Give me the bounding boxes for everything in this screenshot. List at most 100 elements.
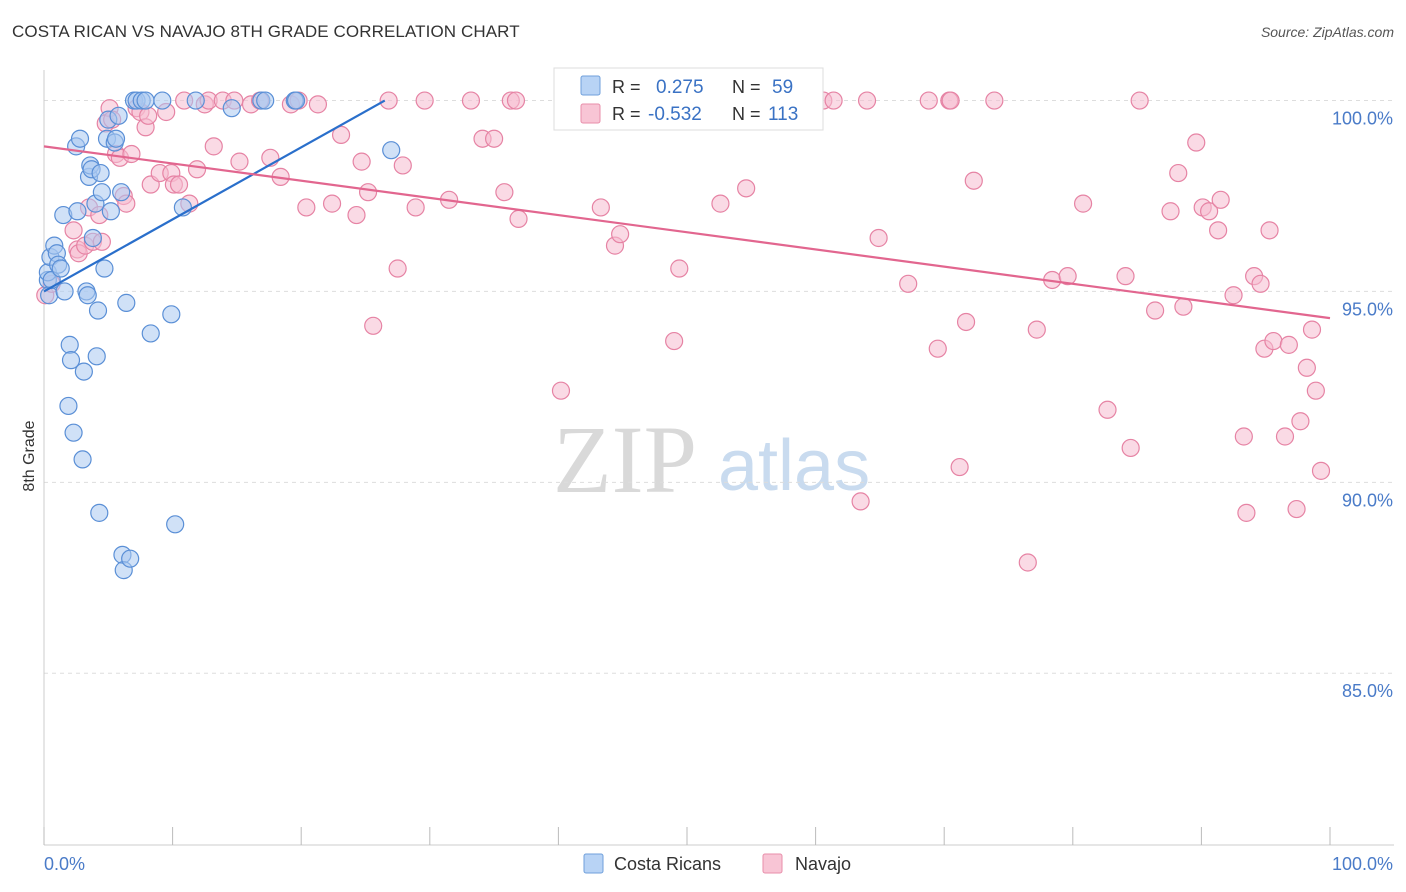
point-navajo-50: [364, 316, 383, 335]
legend-n-label-costa-ricans: N =: [732, 77, 761, 97]
point-navajo-80: [919, 91, 938, 110]
point-navajo-104: [1209, 221, 1228, 240]
y-tick-label-100: 100.0%: [1332, 109, 1393, 129]
point-navajo-107: [1234, 427, 1253, 446]
point-costa-ricans-58: [382, 141, 401, 160]
point-costa-ricans-13: [64, 423, 83, 442]
point-costa-ricans-57: [286, 91, 306, 110]
point-navajo-69: [665, 331, 684, 351]
point-costa-ricans-55: [256, 91, 275, 110]
point-navajo-67: [611, 225, 630, 244]
y-tick-label-85: 85.0%: [1342, 681, 1393, 701]
point-navajo-46: [331, 125, 351, 145]
point-costa-ricans-16: [70, 129, 90, 148]
point-navajo-93: [1098, 400, 1117, 419]
point-navajo-54: [406, 198, 425, 217]
point-navajo-57: [461, 91, 481, 110]
point-navajo-114: [1275, 427, 1295, 446]
point-navajo-65: [591, 198, 610, 217]
point-navajo-21: [139, 106, 158, 125]
bottom-legend-swatch-costa-ricans: [583, 853, 604, 874]
point-navajo-27: [169, 175, 189, 194]
bottom-legend-swatch-navajo: [762, 853, 783, 874]
point-costa-ricans-47: [141, 324, 160, 343]
bottom-legend-label-costa-ricans: Costa Ricans: [614, 854, 721, 874]
point-navajo-87: [985, 91, 1004, 110]
y-tick-label-90: 90.0%: [1342, 490, 1393, 510]
watermark: ZIP atlas: [553, 406, 870, 513]
legend-r-value-navajo: -0.532: [648, 104, 702, 125]
x-ticks: [43, 827, 1331, 845]
x-tick-label-max: 100.0%: [1332, 854, 1393, 874]
point-costa-ricans-30: [92, 183, 111, 202]
point-navajo-30: [187, 160, 207, 179]
point-costa-ricans-42: [121, 549, 140, 568]
point-navajo-51: [379, 91, 398, 110]
point-costa-ricans-29: [91, 163, 110, 183]
x-tick-label-min: 0.0%: [44, 854, 85, 874]
point-navajo-48: [352, 152, 371, 171]
point-costa-ricans-49: [162, 305, 181, 324]
point-costa-ricans-50: [166, 515, 185, 534]
point-costa-ricans-15: [68, 202, 87, 221]
point-costa-ricans-12: [61, 351, 81, 370]
point-navajo-45: [322, 194, 342, 213]
legend-n-value-costa-ricans: 59: [772, 77, 793, 98]
point-navajo-75: [824, 91, 843, 110]
legend-box: R = 0.275 N = 59 R = -0.532 N = 113: [553, 67, 824, 131]
points-layer: [36, 91, 1331, 580]
point-navajo-120: [1306, 381, 1325, 400]
point-navajo-89: [1027, 320, 1046, 339]
point-costa-ricans-52: [186, 91, 205, 110]
point-navajo-2: [64, 221, 83, 240]
point-navajo-97: [1146, 301, 1165, 320]
trend-layer: [43, 99, 1331, 320]
trend-line-costa-ricans: [43, 99, 386, 293]
point-costa-ricans-31: [95, 259, 114, 278]
legend-r-label-navajo: R =: [612, 104, 641, 124]
point-navajo-99: [1169, 163, 1188, 183]
point-navajo-92: [1073, 194, 1093, 213]
point-navajo-103: [1200, 202, 1219, 221]
point-navajo-100: [1174, 297, 1193, 316]
point-navajo-78: [869, 228, 888, 248]
legend-r-label-costa-ricans: R =: [612, 77, 641, 97]
point-navajo-77: [857, 91, 877, 110]
point-navajo-73: [737, 179, 756, 198]
y-axis-title: 8th Grade: [21, 420, 38, 491]
point-costa-ricans-53: [222, 99, 241, 118]
point-costa-ricans-17: [73, 450, 92, 469]
point-costa-ricans-11: [60, 335, 79, 354]
point-costa-ricans-28: [90, 503, 109, 522]
point-navajo-81: [928, 339, 947, 358]
point-navajo-119: [1302, 320, 1322, 339]
point-navajo-53: [393, 156, 412, 175]
watermark-atlas: atlas: [718, 426, 870, 506]
point-navajo-96: [1130, 91, 1149, 110]
point-navajo-106: [1224, 286, 1243, 305]
point-costa-ricans-27: [88, 301, 108, 320]
point-navajo-88: [1018, 553, 1037, 572]
chart-title: COSTA RICAN VS NAVAJO 8TH GRADE CORRELAT…: [12, 22, 520, 41]
point-costa-ricans-59: [59, 396, 78, 416]
point-navajo-59: [485, 129, 504, 148]
point-navajo-62: [506, 91, 526, 110]
point-navajo-49: [358, 183, 378, 202]
point-costa-ricans-36: [106, 129, 126, 148]
point-navajo-98: [1161, 202, 1180, 221]
point-costa-ricans-20: [78, 286, 97, 305]
y-tick-labels: 85.0% 90.0% 95.0% 100.0%: [1332, 109, 1393, 702]
legend-n-value-navajo: 113: [768, 104, 798, 125]
point-navajo-121: [1311, 461, 1331, 480]
gridlines: [44, 100, 1394, 674]
legend-r-value-costa-ricans: 0.275: [656, 77, 704, 98]
point-navajo-79: [899, 274, 918, 293]
trend-line-navajo: [43, 145, 1331, 320]
point-navajo-105: [1211, 190, 1230, 209]
y-tick-label-95: 95.0%: [1342, 299, 1393, 319]
point-navajo-101: [1187, 133, 1206, 152]
point-costa-ricans-8: [51, 259, 70, 278]
point-navajo-52: [388, 259, 407, 278]
bottom-legend: Costa Ricans Navajo: [583, 853, 851, 874]
